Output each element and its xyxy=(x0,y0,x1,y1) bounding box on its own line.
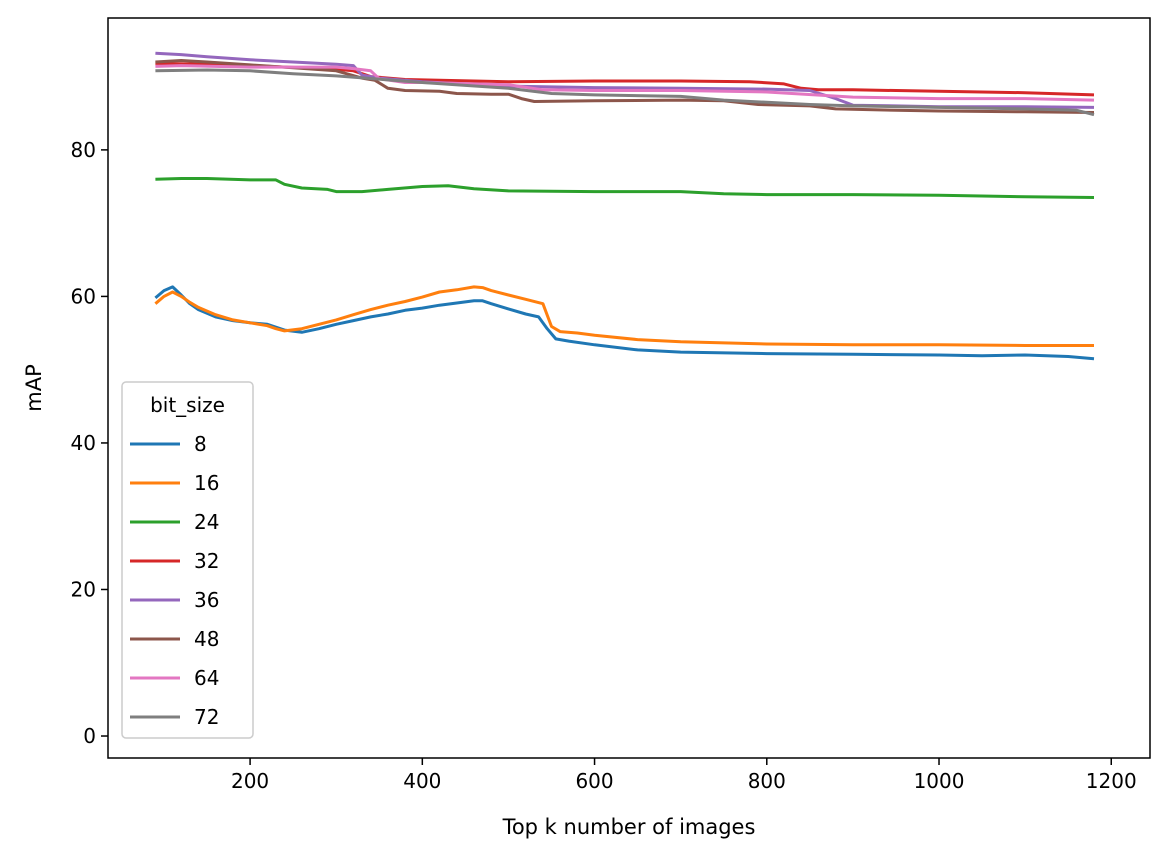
series-line-16 xyxy=(154,285,1094,347)
y-tick-label: 20 xyxy=(71,577,96,601)
x-tick-label: 1000 xyxy=(914,769,965,793)
legend-label: 48 xyxy=(194,627,219,651)
legend-label: 16 xyxy=(194,471,219,495)
legend-box xyxy=(121,381,254,739)
legend: bit_size 8 16 24 32 36 48 64 72 xyxy=(121,381,254,739)
plot-frame xyxy=(107,17,1151,759)
series-line-72 xyxy=(155,68,1095,117)
y-axis-label: mAP xyxy=(22,364,46,412)
y-tick-label: 0 xyxy=(83,724,96,748)
x-tick-label: 400 xyxy=(403,769,441,793)
legend-label: 72 xyxy=(194,705,219,729)
series-lines xyxy=(154,51,1095,361)
x-axis-label: Top k number of images xyxy=(502,815,756,839)
y-tick-label: 40 xyxy=(71,431,96,455)
legend-label: 36 xyxy=(194,588,219,612)
legend-label: 64 xyxy=(194,666,219,690)
series-line-64 xyxy=(155,64,1095,102)
y-tick-label: 80 xyxy=(71,138,96,162)
y-axis-ticks: 0 20 40 60 80 xyxy=(71,138,108,748)
x-tick-label: 200 xyxy=(231,769,269,793)
x-tick-label: 600 xyxy=(575,769,613,793)
x-tick-label: 1200 xyxy=(1086,769,1137,793)
legend-label: 24 xyxy=(194,510,219,534)
x-tick-label: 800 xyxy=(748,769,786,793)
x-axis-ticks: 200 400 600 800 1000 1200 xyxy=(231,758,1137,793)
y-tick-label: 60 xyxy=(71,284,96,308)
series-line-24 xyxy=(155,177,1095,199)
legend-title: bit_size xyxy=(150,393,225,417)
legend-label: 8 xyxy=(194,432,207,456)
legend-label: 32 xyxy=(194,549,219,573)
